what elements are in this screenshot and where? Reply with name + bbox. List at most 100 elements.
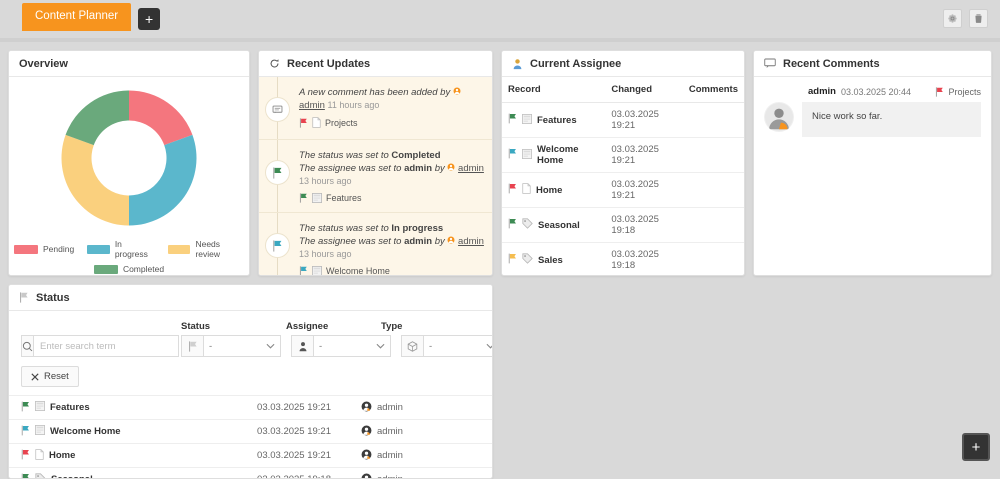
assignee-filter-select[interactable]: - [313, 335, 391, 357]
flag-icon [508, 183, 517, 197]
record-name: Welcome Home [537, 144, 599, 166]
update-tags[interactable]: Welcome Home [299, 266, 484, 276]
legend-label: Needs review [195, 239, 244, 259]
legend-item-pending[interactable]: Pending [14, 239, 74, 259]
type-filter-group[interactable]: - [401, 335, 493, 357]
update-line1: A new comment has been added by [299, 87, 450, 98]
status-panel: Status Status Assignee Type - [8, 284, 493, 479]
user-icon [361, 401, 372, 415]
update-tags[interactable]: Features [299, 193, 484, 203]
record-name: Home [536, 185, 562, 196]
column-changed: Changed [605, 77, 683, 103]
update-line2: The assignee was set to [299, 236, 401, 247]
reset-button[interactable]: Reset [21, 366, 79, 387]
assignee-filter-group[interactable]: - [291, 335, 391, 357]
table-row[interactable]: Welcome Home 03.03.2025 19:21 [502, 138, 744, 173]
legend-item-in-progress[interactable]: In progress [87, 239, 155, 259]
type-filter-select[interactable]: - [423, 335, 493, 357]
update-line1-value: In progress [391, 223, 443, 234]
trash-icon[interactable] [969, 9, 988, 28]
status-filters: Status Assignee Type - [9, 311, 492, 395]
user-cell: admin [361, 449, 403, 463]
legend-swatch-completed [94, 265, 118, 274]
cell-changed: 03.03.2025 19:21 [605, 103, 683, 138]
legend-swatch-pending [14, 245, 38, 254]
tab-content-planner[interactable]: Content Planner [22, 3, 131, 31]
user-cell: admin [361, 401, 403, 415]
document-icon [35, 449, 44, 463]
update-author[interactable]: admin [299, 100, 325, 111]
cell-comments [683, 243, 744, 277]
add-tab-button[interactable]: + [138, 8, 160, 30]
update-line2-value: admin [404, 163, 432, 174]
update-line1-value: Completed [391, 150, 440, 161]
type-filter-value: - [429, 341, 432, 352]
slice-completed[interactable] [66, 91, 129, 146]
search-icon[interactable] [21, 335, 33, 357]
chevron-down-icon [376, 343, 385, 349]
cell-record: Seasonal [502, 208, 605, 243]
close-icon [31, 373, 39, 381]
cell-changed: 03.03.2025 19:21 [605, 173, 683, 208]
update-tag-label: Welcome Home [326, 266, 390, 276]
update-author[interactable]: admin [458, 163, 484, 174]
comments-list: admin 03.03.2025 20:44 Projects Nice wor… [754, 77, 991, 146]
table-row[interactable]: Home 03.03.2025 19:21 [502, 173, 744, 208]
update-item[interactable]: A new comment has been added by admin 11… [259, 77, 492, 140]
update-author[interactable]: admin [458, 236, 484, 247]
slice-pending[interactable] [129, 91, 192, 146]
legend-item-needs-review[interactable]: Needs review [168, 239, 244, 259]
legend-item-completed[interactable]: Completed [94, 264, 164, 274]
filter-label-status: Status [181, 321, 286, 332]
cell-record: Sales [502, 243, 605, 277]
comment-icon [764, 58, 776, 69]
chevron-down-icon [266, 343, 275, 349]
update-tags[interactable]: Projects [299, 117, 484, 128]
update-time: 13 hours ago [299, 176, 352, 186]
page-icon [312, 193, 322, 203]
flag-icon [21, 425, 30, 439]
page-icon [522, 149, 532, 162]
update-line2-value: admin [404, 236, 432, 247]
record-name: Seasonal [538, 220, 580, 231]
cell-changed: 03.03.2025 19:21 [605, 138, 683, 173]
status-filter-group[interactable]: - [181, 335, 281, 357]
flag-icon [508, 253, 517, 267]
update-item[interactable]: The status was set to In progress The as… [259, 213, 492, 276]
flag-icon [508, 148, 517, 162]
add-floating-button[interactable]: + [962, 433, 990, 461]
document-icon [522, 183, 531, 197]
gear-icon[interactable] [943, 9, 962, 28]
search-input[interactable] [33, 335, 179, 357]
slice-needs-review[interactable] [62, 135, 129, 226]
flag-icon [21, 449, 30, 463]
topbar-divider [0, 38, 1000, 42]
user-icon [361, 425, 372, 439]
page-icon [35, 425, 45, 438]
search-box[interactable] [21, 335, 173, 357]
comment-author[interactable]: admin [808, 86, 836, 97]
update-time: 13 hours ago [299, 249, 352, 259]
donut-svg [54, 83, 204, 233]
cell-comments [683, 138, 744, 173]
document-icon [312, 117, 321, 128]
record-cell: Home [21, 449, 231, 463]
slice-in-progress[interactable] [129, 135, 196, 226]
recent-comments-panel: Recent Comments admin 03.03.2025 20:44 P… [753, 50, 992, 276]
changed-cell: 03.03.2025 19:21 [231, 450, 331, 461]
record-name: Features [50, 402, 90, 413]
overview-panel: Overview Pending [8, 50, 250, 276]
status-filter-select[interactable]: - [203, 335, 281, 357]
update-item[interactable]: The status was set to Completed The assi… [259, 140, 492, 213]
comment-tag[interactable]: Projects [935, 87, 981, 97]
